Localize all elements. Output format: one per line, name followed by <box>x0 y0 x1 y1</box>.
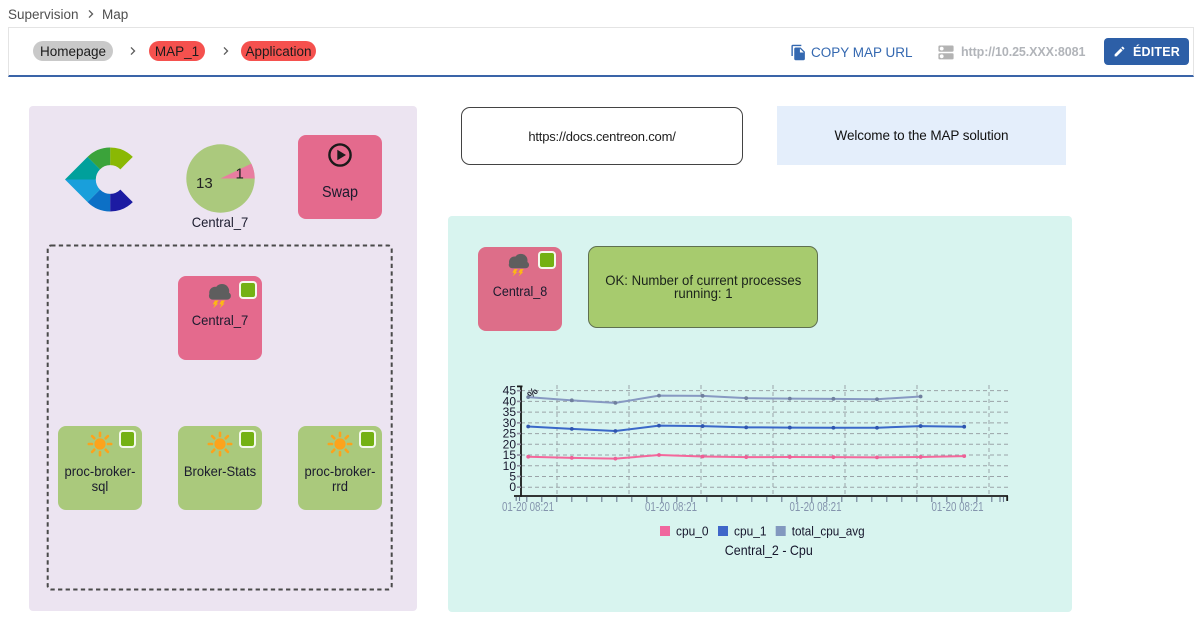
svg-text:35: 35 <box>503 405 517 419</box>
svg-text:0: 0 <box>509 480 516 494</box>
svg-text:45: 45 <box>503 384 517 398</box>
svg-text:30: 30 <box>503 416 517 430</box>
svg-text:01-20 08:21: 01-20 08:21 <box>645 500 697 514</box>
svg-text:15: 15 <box>503 448 517 462</box>
svg-text:01-20 08:21: 01-20 08:21 <box>502 500 554 514</box>
svg-text:13: 13 <box>196 175 213 192</box>
svg-text:40: 40 <box>503 394 517 408</box>
svg-text:20: 20 <box>503 437 517 451</box>
svg-text:total_cpu_avg: total_cpu_avg <box>792 524 865 539</box>
svg-text:25: 25 <box>503 427 517 441</box>
svg-text:01-20 08:21: 01-20 08:21 <box>790 500 842 514</box>
svg-text:01-20 08:21: 01-20 08:21 <box>932 500 984 514</box>
svg-text:Central_2 - Cpu: Central_2 - Cpu <box>725 542 813 558</box>
svg-text:10: 10 <box>503 459 517 473</box>
svg-text:1: 1 <box>236 166 244 183</box>
svg-text:cpu_0: cpu_0 <box>676 524 709 539</box>
svg-text:cpu_1: cpu_1 <box>734 524 767 539</box>
svg-text:5: 5 <box>509 469 516 483</box>
